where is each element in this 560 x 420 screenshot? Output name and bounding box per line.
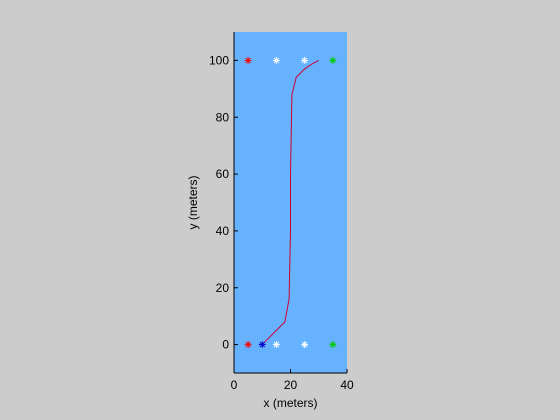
y-tick-label: 80: [216, 110, 230, 124]
star-marker: [301, 56, 309, 64]
star-marker: [329, 341, 337, 349]
x-tick-label: 20: [284, 378, 298, 392]
y-tick-label: 40: [216, 224, 230, 238]
path-line: [261, 59, 319, 345]
axis-layer: 0 20 40 0 20 40 60 80 100: [209, 32, 354, 392]
x-axis-label: x (meters): [264, 396, 318, 410]
star-marker: [272, 341, 280, 349]
axes: 0 20 40 0 20 40 60 80 100: [209, 32, 354, 392]
y-tick-label: 60: [216, 167, 230, 181]
y-tick-label: 0: [222, 338, 229, 352]
star-marker: [301, 341, 309, 349]
star-marker: [258, 341, 266, 349]
star-marker: [272, 56, 280, 64]
star-marker: [329, 56, 337, 64]
x-tick-label: 0: [231, 378, 238, 392]
y-axis-label: y (meters): [186, 175, 200, 229]
star-marker: [244, 56, 252, 64]
y-tick-label: 20: [216, 281, 230, 295]
plot-layer: [244, 56, 337, 349]
x-tick-label: 40: [340, 378, 354, 392]
y-tick-label: 100: [209, 53, 229, 67]
star-marker: [244, 341, 252, 349]
